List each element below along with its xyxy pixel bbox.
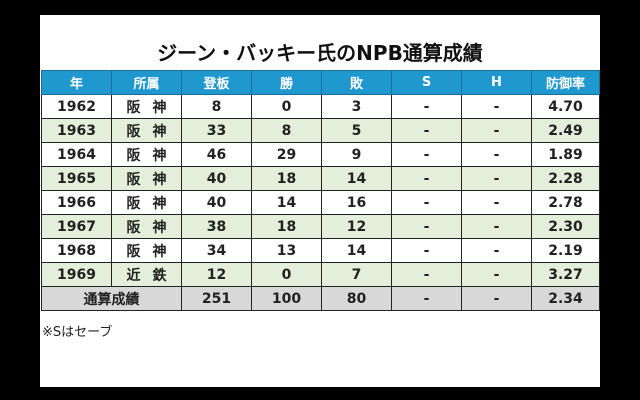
cell-wins: 18 (251, 214, 322, 239)
cell-holds: - (461, 190, 532, 215)
total-wins: 100 (251, 286, 322, 311)
cell-team: 近鉄 (111, 262, 182, 287)
cell-games: 8 (181, 94, 252, 119)
cell-wins: 14 (251, 190, 322, 215)
footnote: ※Sはセーブ (42, 325, 113, 340)
stats-table: 年 所属 登板 勝 敗 S H 防御率 1962 阪神 8 0 3- -4.70 1963 阪… (41, 70, 600, 311)
cell-saves: - (391, 118, 462, 143)
table-row: 1965 阪神 40 18 14- -2.28 (41, 166, 600, 191)
cell-saves: - (391, 166, 462, 191)
cell-losses: 7 (321, 262, 392, 287)
cell-holds: - (461, 214, 532, 239)
header-era: 防御率 (531, 70, 600, 95)
cell-wins: 0 (251, 262, 322, 287)
cell-era: 4.70 (531, 94, 600, 119)
stats-panel: ジーン・バッキー氏のNPB通算成績 年 所属 登板 勝 敗 S H 防御率 19… (40, 15, 600, 387)
cell-era: 3.27 (531, 262, 600, 287)
table-row: 1967 阪神 38 18 12- -2.30 (41, 214, 600, 239)
cell-wins: 0 (251, 94, 322, 119)
cell-holds: - (461, 142, 532, 167)
total-row: 通算成績 251 100 80- -2.34 (41, 286, 600, 311)
total-losses: 80 (321, 286, 392, 311)
table-row: 1969 近鉄 12 0 7- -3.27 (41, 262, 600, 287)
table-row: 1968 阪神 34 13 14- -2.19 (41, 238, 600, 263)
cell-games: 40 (181, 166, 252, 191)
cell-saves: - (391, 142, 462, 167)
header-holds: H (461, 70, 532, 95)
cell-era: 2.49 (531, 118, 600, 143)
header-saves: S (391, 70, 462, 95)
table-row: 1966 阪神 40 14 16- -2.78 (41, 190, 600, 215)
cell-team: 阪神 (111, 214, 182, 239)
cell-holds: - (461, 118, 532, 143)
cell-wins: 13 (251, 238, 322, 263)
total-era: 2.34 (531, 286, 600, 311)
cell-saves: - (391, 214, 462, 239)
cell-year: 1962 (41, 94, 112, 119)
cell-holds: - (461, 238, 532, 263)
cell-team: 阪神 (111, 94, 182, 119)
table-row: 1963 阪神 33 8 5- -2.49 (41, 118, 600, 143)
cell-games: 38 (181, 214, 252, 239)
cell-saves: - (391, 94, 462, 119)
total-games: 251 (181, 286, 252, 311)
cell-era: 2.30 (531, 214, 600, 239)
cell-year: 1963 (41, 118, 112, 143)
cell-wins: 8 (251, 118, 322, 143)
cell-saves: - (391, 238, 462, 263)
cell-year: 1967 (41, 214, 112, 239)
cell-year: 1965 (41, 166, 112, 191)
cell-losses: 16 (321, 190, 392, 215)
cell-holds: - (461, 166, 532, 191)
cell-era: 1.89 (531, 142, 600, 167)
cell-games: 46 (181, 142, 252, 167)
page-title: ジーン・バッキー氏のNPB通算成績 (157, 41, 483, 65)
cell-losses: 5 (321, 118, 392, 143)
cell-team: 阪神 (111, 142, 182, 167)
total-label: 通算成績 (41, 286, 182, 311)
cell-holds: - (461, 94, 532, 119)
cell-era: 2.19 (531, 238, 600, 263)
cell-year: 1964 (41, 142, 112, 167)
cell-era: 2.28 (531, 166, 600, 191)
header-row: 年 所属 登板 勝 敗 S H 防御率 (41, 70, 600, 95)
cell-games: 34 (181, 238, 252, 263)
cell-games: 12 (181, 262, 252, 287)
header-team: 所属 (111, 70, 182, 95)
cell-team: 阪神 (111, 118, 182, 143)
cell-team: 阪神 (111, 238, 182, 263)
table-row: 1964 阪神 46 29 9- -1.89 (41, 142, 600, 167)
header-games: 登板 (181, 70, 252, 95)
header-year: 年 (41, 70, 112, 95)
cell-team: 阪神 (111, 166, 182, 191)
cell-year: 1969 (41, 262, 112, 287)
header-losses: 敗 (321, 70, 392, 95)
cell-losses: 14 (321, 166, 392, 191)
cell-saves: - (391, 190, 462, 215)
cell-saves: - (391, 262, 462, 287)
cell-losses: 12 (321, 214, 392, 239)
cell-team: 阪神 (111, 190, 182, 215)
cell-wins: 18 (251, 166, 322, 191)
total-holds: - (461, 286, 532, 311)
cell-games: 33 (181, 118, 252, 143)
cell-games: 40 (181, 190, 252, 215)
cell-losses: 3 (321, 94, 392, 119)
cell-era: 2.78 (531, 190, 600, 215)
header-wins: 勝 (251, 70, 322, 95)
cell-year: 1968 (41, 238, 112, 263)
cell-holds: - (461, 262, 532, 287)
table-row: 1962 阪神 8 0 3- -4.70 (41, 94, 600, 119)
cell-losses: 9 (321, 142, 392, 167)
cell-wins: 29 (251, 142, 322, 167)
total-saves: - (391, 286, 462, 311)
cell-losses: 14 (321, 238, 392, 263)
cell-year: 1966 (41, 190, 112, 215)
